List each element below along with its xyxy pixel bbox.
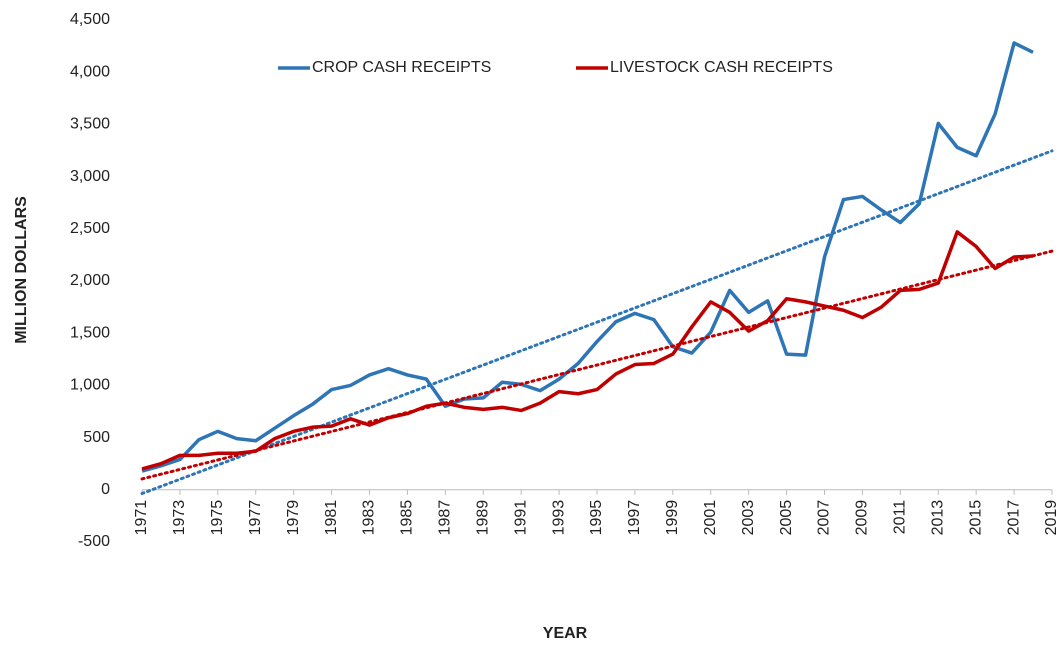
x-tick-label: 1977	[247, 500, 264, 536]
y-tick-label: 500	[83, 429, 110, 446]
x-tick-label: 1973	[171, 500, 188, 536]
x-tick-label: 2007	[816, 500, 833, 536]
x-tick-label: 2005	[778, 500, 795, 536]
y-tick-label: 2,000	[70, 272, 110, 289]
x-tick-label: 1991	[512, 500, 529, 536]
x-tick-label: 1985	[399, 500, 416, 536]
x-tick-label: 2015	[967, 500, 984, 536]
y-axis-label: MILLION DOLLARS	[13, 196, 30, 344]
x-tick-label: 1995	[588, 500, 605, 536]
legend-label: LIVESTOCK CASH RECEIPTS	[610, 59, 833, 76]
x-axis-label: YEAR	[543, 625, 588, 642]
x-tick-label: 2017	[1005, 500, 1022, 536]
y-tick-label: 1,500	[70, 324, 110, 341]
x-tick-label: 1971	[133, 500, 150, 536]
y-tick-label: 3,500	[70, 116, 110, 133]
y-tick-label: 2,500	[70, 220, 110, 237]
x-tick-label: 2009	[854, 500, 871, 536]
y-tick-label: 0	[101, 481, 110, 498]
trendline	[140, 149, 1054, 496]
x-tick-label: 2013	[929, 500, 946, 536]
x-tick-label: 1987	[437, 500, 454, 536]
x-tick-label: 1981	[323, 500, 340, 536]
x-tick-label: 1975	[209, 500, 226, 536]
x-tick-label: 1979	[285, 500, 302, 536]
x-tick-label: 2019	[1043, 500, 1060, 536]
x-tick-label: 1993	[550, 500, 567, 536]
trendline	[140, 249, 1054, 481]
y-tick-label: -500	[78, 533, 110, 550]
x-tick-label: 1999	[664, 500, 681, 536]
series-line	[141, 41, 1034, 473]
y-tick-label: 3,000	[70, 168, 110, 185]
y-tick-label: 4,500	[70, 11, 110, 28]
x-tick-label: 1989	[474, 500, 491, 536]
y-tick-label: 4,000	[70, 63, 110, 80]
series-line	[141, 230, 1034, 471]
x-tick-label: 1997	[626, 500, 643, 536]
x-tick-label: 2011	[892, 500, 909, 535]
x-tick-label: 1983	[361, 500, 378, 536]
x-tick-label: 2003	[740, 500, 757, 536]
x-tick-label: 2001	[702, 500, 719, 536]
y-tick-label: 1,000	[70, 377, 110, 394]
legend-label: CROP CASH RECEIPTS	[312, 59, 491, 76]
